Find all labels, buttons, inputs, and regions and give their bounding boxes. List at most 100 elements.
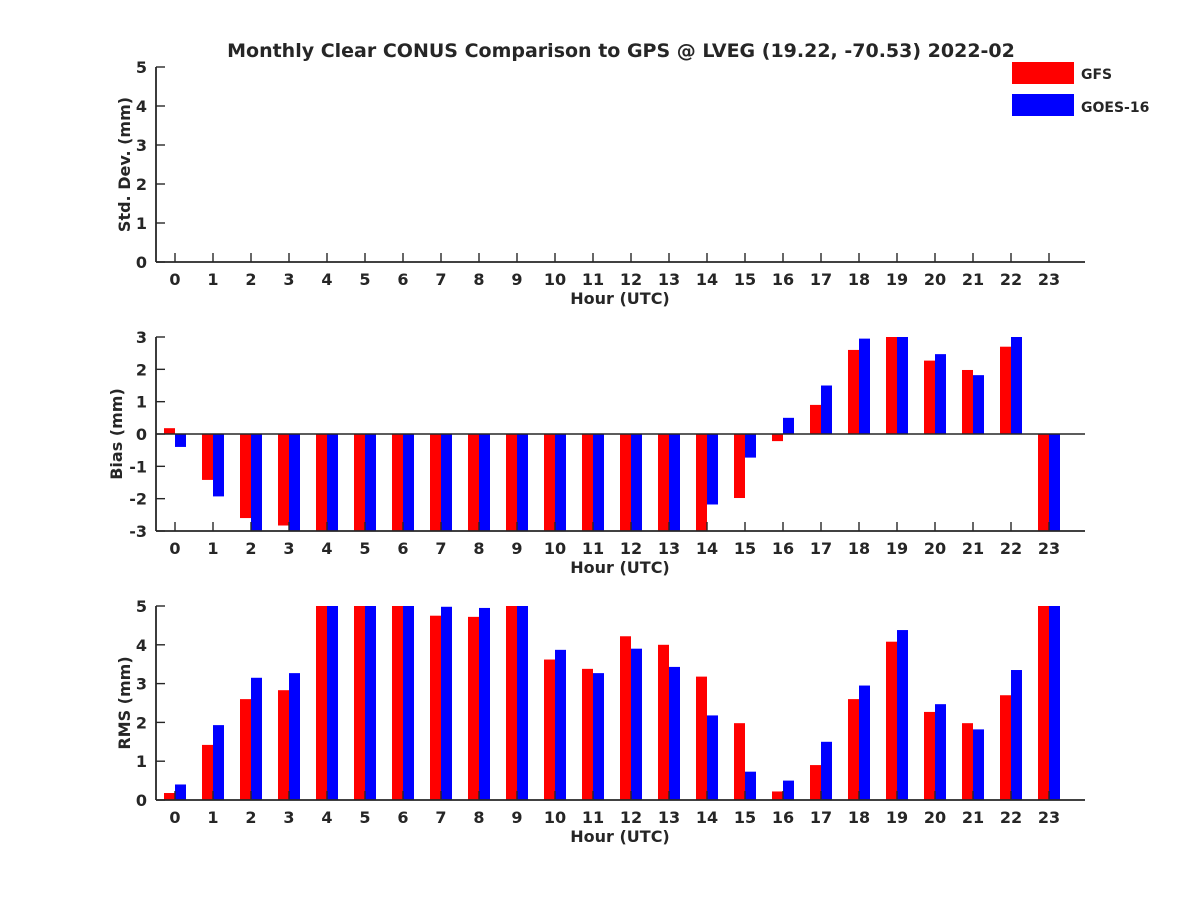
y-tick-label: -2 bbox=[129, 490, 147, 509]
x-tick-label: 16 bbox=[772, 270, 794, 289]
bar-gfs-hour-12 bbox=[620, 434, 631, 531]
x-tick-label: 17 bbox=[810, 808, 832, 827]
bar-gfs-hour-7 bbox=[430, 615, 441, 800]
y-tick-label: 4 bbox=[136, 97, 147, 116]
bar-gfs-hour-12 bbox=[620, 636, 631, 800]
bar-goes16-hour-12 bbox=[631, 648, 642, 800]
bar-gfs-hour-19 bbox=[886, 337, 897, 434]
bar-gfs-hour-5 bbox=[354, 606, 365, 800]
y-tick-label: 0 bbox=[136, 425, 147, 444]
x-axis-label: Hour (UTC) bbox=[570, 558, 670, 577]
bar-gfs-hour-18 bbox=[848, 349, 859, 434]
x-tick-label: 11 bbox=[582, 270, 604, 289]
x-tick-label: 13 bbox=[658, 539, 680, 558]
x-tick-label: 22 bbox=[1000, 808, 1022, 827]
bar-goes16-hour-18 bbox=[859, 685, 870, 800]
x-tick-label: 15 bbox=[734, 808, 756, 827]
x-tick-label: 10 bbox=[544, 808, 566, 827]
bar-goes16-hour-23 bbox=[1049, 434, 1060, 531]
y-tick-label: 5 bbox=[136, 597, 147, 616]
x-tick-label: 19 bbox=[886, 808, 908, 827]
x-tick-label: 1 bbox=[207, 808, 218, 827]
bar-goes16-hour-17 bbox=[821, 385, 832, 434]
bar-goes16-hour-20 bbox=[935, 704, 946, 800]
bar-gfs-hour-16 bbox=[772, 791, 783, 800]
bar-gfs-hour-8 bbox=[468, 616, 479, 800]
x-tick-label: 13 bbox=[658, 270, 680, 289]
bar-goes16-hour-9 bbox=[517, 606, 528, 800]
bar-gfs-hour-1 bbox=[202, 434, 213, 480]
x-tick-label: 5 bbox=[359, 808, 370, 827]
x-tick-label: 3 bbox=[283, 808, 294, 827]
bar-goes16-hour-1 bbox=[213, 725, 224, 800]
x-tick-label: 18 bbox=[848, 539, 870, 558]
bar-gfs-hour-11 bbox=[582, 434, 593, 531]
bar-gfs-hour-22 bbox=[1000, 695, 1011, 800]
bar-gfs-hour-5 bbox=[354, 434, 365, 531]
y-tick-label: 1 bbox=[136, 393, 147, 412]
x-tick-label: 22 bbox=[1000, 539, 1022, 558]
bar-gfs-hour-22 bbox=[1000, 346, 1011, 434]
x-tick-label: 10 bbox=[544, 270, 566, 289]
bar-goes16-hour-2 bbox=[251, 677, 262, 800]
x-tick-label: 12 bbox=[620, 808, 642, 827]
bar-goes16-hour-13 bbox=[669, 666, 680, 800]
x-tick-label: 21 bbox=[962, 270, 984, 289]
y-tick-label: 3 bbox=[136, 675, 147, 694]
bar-gfs-hour-0 bbox=[164, 428, 175, 434]
x-tick-label: 20 bbox=[924, 270, 946, 289]
x-tick-label: 20 bbox=[924, 808, 946, 827]
bar-goes16-hour-0 bbox=[175, 784, 186, 800]
bar-gfs-hour-17 bbox=[810, 765, 821, 800]
x-tick-label: 13 bbox=[658, 808, 680, 827]
x-tick-label: 9 bbox=[511, 808, 522, 827]
x-tick-label: 10 bbox=[544, 539, 566, 558]
x-tick-label: 4 bbox=[321, 808, 332, 827]
bar-gfs-hour-4 bbox=[316, 606, 327, 800]
bar-goes16-hour-14 bbox=[707, 434, 718, 505]
bar-goes16-hour-10 bbox=[555, 434, 566, 531]
y-tick-label: 2 bbox=[136, 360, 147, 379]
x-tick-label: 22 bbox=[1000, 270, 1022, 289]
x-tick-label: 2 bbox=[245, 808, 256, 827]
bar-gfs-hour-7 bbox=[430, 434, 441, 531]
bar-goes16-hour-5 bbox=[365, 606, 376, 800]
x-tick-label: 8 bbox=[473, 539, 484, 558]
x-tick-label: 15 bbox=[734, 539, 756, 558]
bar-goes16-hour-1 bbox=[213, 434, 224, 497]
bar-gfs-hour-15 bbox=[734, 723, 745, 800]
bar-goes16-hour-20 bbox=[935, 354, 946, 434]
x-tick-label: 3 bbox=[283, 270, 294, 289]
bar-goes16-hour-3 bbox=[289, 434, 300, 531]
x-tick-label: 16 bbox=[772, 808, 794, 827]
bar-goes16-hour-18 bbox=[859, 338, 870, 434]
bar-goes16-hour-4 bbox=[327, 434, 338, 531]
bar-goes16-hour-14 bbox=[707, 715, 718, 800]
bar-goes16-hour-11 bbox=[593, 434, 604, 531]
x-tick-label: 15 bbox=[734, 270, 756, 289]
x-tick-label: 5 bbox=[359, 539, 370, 558]
x-tick-label: 9 bbox=[511, 270, 522, 289]
bar-goes16-hour-16 bbox=[783, 417, 794, 434]
x-tick-label: 16 bbox=[772, 539, 794, 558]
x-tick-label: 3 bbox=[283, 539, 294, 558]
bar-gfs-hour-10 bbox=[544, 659, 555, 800]
bar-goes16-hour-5 bbox=[365, 434, 376, 531]
x-tick-label: 20 bbox=[924, 539, 946, 558]
y-tick-label: -1 bbox=[129, 457, 147, 476]
x-tick-label: 14 bbox=[696, 270, 718, 289]
legend-swatch-goes16 bbox=[1012, 94, 1074, 116]
bar-gfs-hour-21 bbox=[962, 369, 973, 434]
bar-goes16-hour-3 bbox=[289, 673, 300, 800]
x-tick-label: 6 bbox=[397, 539, 408, 558]
bar-gfs-hour-2 bbox=[240, 434, 251, 519]
bar-goes16-hour-7 bbox=[441, 434, 452, 531]
x-tick-label: 23 bbox=[1038, 539, 1060, 558]
x-tick-label: 6 bbox=[397, 808, 408, 827]
bar-goes16-hour-11 bbox=[593, 673, 604, 800]
x-tick-label: 12 bbox=[620, 539, 642, 558]
bar-gfs-hour-14 bbox=[696, 434, 707, 531]
bar-gfs-hour-20 bbox=[924, 711, 935, 800]
